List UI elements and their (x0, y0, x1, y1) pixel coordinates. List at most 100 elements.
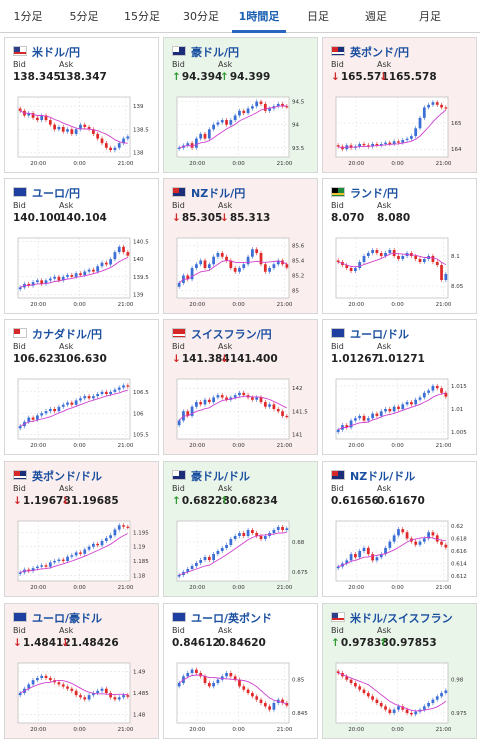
ask-label: Ask (59, 484, 74, 493)
candle-body (87, 546, 91, 550)
candle-body (57, 682, 61, 685)
currency-card[interactable]: 豪ドル/円 Bid Ask ↑94.394 ↑94.399 94.5 94 93.5 20:00… (163, 37, 318, 173)
candlestick-chart[interactable]: 106.5 106 105.5 20:00 0:00 21:00 (12, 375, 152, 453)
pair-name-link[interactable]: ランド/円 (350, 187, 399, 200)
candlestick-chart[interactable]: 140.5 140 139.5 139 20:00 0:00 21:00 (12, 234, 152, 312)
chart-svg: 8.1 8.05 20:00 0:00 21:00 (335, 237, 464, 308)
tab-7[interactable]: 週足 (365, 10, 387, 23)
candlestick-chart[interactable]: 0.62 0.618 0.616 0.614 0.612 20:00 0:00 21:00 (330, 517, 470, 595)
ask-label: Ask (218, 201, 233, 210)
candlestick-chart[interactable]: 94.5 94 93.5 20:00 0:00 21:00 (171, 93, 311, 171)
pair-name-link[interactable]: カナダドル/円 (32, 328, 103, 341)
ask-label: Ask (218, 342, 233, 351)
x-tick-label: 21:00 (277, 443, 293, 449)
tab-6[interactable]: 日足 (307, 10, 329, 23)
candlestick-chart[interactable]: 139 138.5 138 20:00 0:00 21:00 (12, 93, 152, 171)
pair-name-link[interactable]: スイスフラン/円 (191, 328, 272, 341)
pair-name-link[interactable]: ユーロ/豪ドル (32, 612, 103, 625)
y-tick-label: 0.614 (451, 562, 467, 568)
candlestick-chart[interactable]: 165 164 20:00 0:00 21:00 (330, 93, 470, 171)
candle-body (259, 397, 263, 403)
currency-card[interactable]: スイスフラン/円 Bid Ask ↓141.384 ↓141.400 142 141.5 14… (163, 319, 318, 455)
candle-body (238, 110, 241, 116)
currency-card[interactable]: 英ポンド/ドル Bid Ask ↓1.19678 ↓1.19685 1.195 1.19 1.… (4, 461, 159, 597)
currency-card[interactable]: ユーロ/円 Bid Ask 140.100 140.104 140.5 140 139.5 13… (4, 178, 159, 314)
pair-name-link[interactable]: 豪ドル/円 (191, 46, 240, 59)
eu-flag-icon (331, 328, 345, 338)
candle-body (74, 552, 78, 556)
x-tick-label: 20:00 (348, 161, 364, 167)
y-tick-label: 142 (292, 386, 303, 392)
pair-name-link[interactable]: ユーロ/ドル (350, 328, 410, 341)
candle-body (96, 133, 100, 139)
candlestick-chart[interactable]: 85.6 85.4 85.2 85 20:00 0:00 21:00 (171, 234, 311, 312)
tab-5[interactable]: 1時間足 (232, 0, 286, 33)
currency-card[interactable]: ランド/円 Bid Ask 8.070 8.080 8.1 8.05 20:00 0:00 21:… (322, 178, 477, 314)
y-tick-label: 1.005 (451, 430, 467, 436)
candlestick-chart[interactable]: 1.015 1.01 1.005 20:00 0:00 21:00 (330, 375, 470, 453)
candle-body (405, 138, 409, 141)
candle-body (100, 688, 104, 691)
pair-name-link[interactable]: 米ドル/円 (32, 46, 81, 59)
arrow-down-icon: ↓ (61, 495, 70, 507)
candle-body (242, 110, 246, 114)
pair-name-link[interactable]: 英ポンド/ドル (32, 470, 103, 483)
timeframe-tabs: 1分足 5分足 15分足 30分足 1時間足 日足 週足 月足 (0, 0, 480, 33)
bid-label: Bid (331, 484, 344, 493)
plot-area (176, 237, 290, 299)
bid-label: Bid (331, 60, 344, 69)
currency-card[interactable]: NZドル/円 Bid Ask ↓85.305 ↓85.313 85.6 85.4 85.2 85… (163, 178, 318, 314)
pair-name-link[interactable]: 英ポンド/円 (350, 46, 410, 59)
currency-card[interactable]: 英ポンド/円 Bid Ask ↓165.571 ↓165.578 165 164 20:00 0… (322, 37, 477, 173)
pair-name-link[interactable]: ユーロ/英ポンド (191, 612, 273, 625)
pair-name-link[interactable]: 米ドル/スイスフラン (350, 612, 453, 625)
pair-name-link[interactable]: 豪ドル/ドル (191, 470, 251, 483)
candlestick-chart[interactable]: 0.85 0.845 20:00 0:00 21:00 (171, 659, 311, 737)
candle-body (48, 278, 52, 281)
pair-name-link[interactable]: ユーロ/円 (32, 187, 81, 200)
candle-body (242, 686, 246, 690)
candle-body (36, 415, 39, 420)
candle-body (27, 113, 31, 116)
tab-4[interactable]: 30分足 (183, 10, 219, 23)
candle-body (397, 529, 400, 536)
candlestick-chart[interactable]: 1.195 1.19 1.185 1.18 20:00 0:00 21:00 (12, 517, 152, 595)
candle-body (345, 425, 349, 428)
candle-body (126, 526, 130, 528)
candle-body (255, 533, 259, 536)
ask-price: 138.347 (59, 71, 107, 83)
candle-body (268, 108, 271, 111)
pair-name-link[interactable]: NZドル/円 (191, 187, 246, 200)
candle-body (444, 690, 448, 693)
tab-2[interactable]: 5分足 (69, 10, 99, 23)
pair-name-link[interactable]: NZドル/ドル (350, 470, 416, 483)
candle-body (444, 544, 448, 548)
x-tick-label: 20:00 (348, 585, 364, 591)
currency-card[interactable]: ユーロ/豪ドル Bid Ask ↓1.48412 ↓1.48426 1.49 1.485 1.… (4, 603, 159, 739)
tab-8[interactable]: 月足 (419, 10, 441, 23)
currency-card[interactable]: 米ドル/スイスフラン Bid Ask ↑0.97838 ↑0.97853 0.98 0.97… (322, 603, 477, 739)
currency-card[interactable]: カナダドル/円 Bid Ask 106.623 106.630 106.5 106 105.5… (4, 319, 159, 455)
candlestick-chart[interactable]: 142 141.5 141 20:00 0:00 21:00 (171, 375, 311, 453)
candlestick-chart[interactable]: 0.68 0.675 20:00 0:00 21:00 (171, 517, 311, 595)
ask-label: Ask (218, 626, 233, 635)
currency-card[interactable]: 豪ドル/ドル Bid Ask ↑0.68228 ↑0.68234 0.68 0.675 20:… (163, 461, 318, 597)
candle-body (109, 391, 112, 394)
tab-3[interactable]: 15分足 (124, 10, 160, 23)
currency-card[interactable]: 米ドル/円 Bid Ask 138.345 138.347 139 138.5 138 20:0… (4, 37, 159, 173)
currency-card[interactable]: ユーロ/英ポンド Bid Ask 0.84612 0.84620 0.85 0.845 20:… (163, 603, 318, 739)
currency-card[interactable]: ユーロ/ドル Bid Ask 1.01267 1.01271 1.015 1.01 1.005… (322, 319, 477, 455)
candle-body (349, 268, 353, 271)
candle-body (126, 252, 130, 256)
tab-1[interactable]: 1分足 (13, 10, 43, 23)
candlestick-chart[interactable]: 0.98 0.975 20:00 0:00 21:00 (330, 659, 470, 737)
currency-card[interactable]: NZドル/ドル Bid Ask 0.61656 0.61670 0.62 0.618 0.61… (322, 461, 477, 597)
candle-body (371, 696, 374, 700)
candle-body (246, 530, 250, 536)
candle-body (392, 141, 396, 144)
arrow-down-icon: ↓ (172, 212, 181, 224)
bid-value: 138.345 (13, 71, 61, 83)
candlestick-chart[interactable]: 1.49 1.485 1.48 20:00 0:00 21:00 (12, 659, 152, 737)
candlestick-chart[interactable]: 8.1 8.05 20:00 0:00 21:00 (330, 234, 470, 312)
candle-body (31, 113, 35, 118)
